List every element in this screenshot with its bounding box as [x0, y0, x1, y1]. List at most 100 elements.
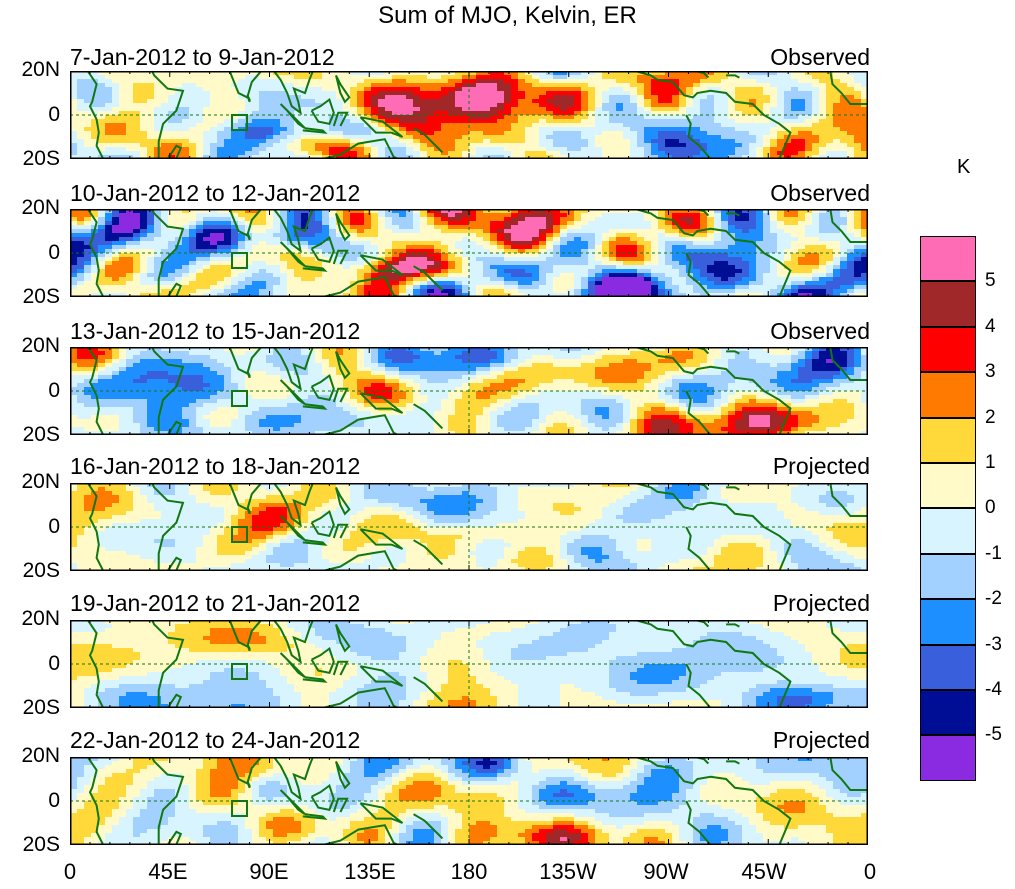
coastline	[279, 103, 306, 130]
coastline	[194, 757, 263, 785]
coastline	[359, 665, 404, 687]
coastline	[335, 486, 351, 516]
coastline	[359, 116, 404, 138]
colorbar-tick-label: 2	[985, 406, 996, 428]
coastline	[246, 94, 251, 103]
coastline	[635, 209, 792, 297]
latitude-tick-label: 20S	[22, 285, 60, 308]
latitude-tick-label: 0	[48, 103, 60, 126]
coastline	[273, 347, 314, 392]
longitude-tick-label: 90E	[249, 859, 289, 884]
coastline	[273, 483, 314, 528]
latitude-tick-label: 20S	[22, 559, 60, 582]
colorbar-swatch	[920, 372, 976, 418]
panel-date-range: 13-Jan-2012 to 15-Jan-2012	[70, 318, 361, 344]
anomaly-map	[70, 483, 868, 571]
latitude-tick-label: 20S	[22, 833, 60, 856]
coastline	[86, 483, 105, 571]
coastline	[86, 347, 105, 435]
coastline	[726, 350, 740, 355]
colorbar-swatch	[920, 644, 976, 690]
coastline	[635, 71, 792, 159]
coastline	[246, 643, 251, 652]
panel-date-range: 19-Jan-2012 to 21-Jan-2012	[70, 590, 361, 616]
coastline	[302, 676, 328, 683]
latitude-tick-label: 20S	[22, 423, 60, 446]
coastline	[685, 800, 712, 845]
latitude-tick-label: 20N	[21, 607, 60, 630]
anomaly-map	[70, 347, 868, 435]
index-region-box	[231, 663, 248, 680]
coastline	[310, 235, 335, 263]
coastline	[726, 486, 740, 491]
coastline	[302, 539, 328, 546]
anomaly-field	[70, 71, 868, 159]
panel-status: Observed	[770, 318, 870, 344]
coastline	[322, 414, 399, 435]
anomaly-map	[70, 209, 868, 297]
coastline	[322, 550, 399, 571]
colorbar-tick-label: 1	[985, 452, 996, 473]
colorbar-tick-label: -2	[985, 588, 1002, 610]
coastline	[273, 209, 314, 254]
coastline	[322, 824, 399, 845]
coastline	[310, 373, 335, 401]
coastline	[335, 760, 351, 790]
longitude-tick-label: 90W	[643, 859, 689, 884]
coastline	[150, 483, 185, 571]
coastline	[413, 265, 444, 292]
colorbar-swatch	[920, 553, 976, 600]
coastline	[279, 241, 306, 268]
coastline	[413, 539, 444, 566]
coastline	[359, 528, 404, 550]
coastline	[279, 652, 306, 679]
coastline	[322, 138, 399, 159]
map-panel	[70, 620, 868, 708]
coastline	[829, 71, 868, 105]
coastline	[332, 797, 349, 813]
anomaly-map	[70, 757, 868, 845]
coastline	[685, 526, 712, 571]
coastline	[829, 209, 868, 243]
coastline	[279, 789, 306, 816]
panel-date-range: 10-Jan-2012 to 12-Jan-2012	[70, 180, 361, 206]
index-region-box	[231, 800, 248, 817]
coastline	[829, 347, 868, 381]
panel-date-range: 16-Jan-2012 to 18-Jan-2012	[70, 453, 361, 479]
coastline	[166, 282, 183, 297]
chart-title: Sum of MJO, Kelvin, ER	[378, 2, 637, 29]
longitude-tick-label: 135E	[344, 859, 396, 884]
latitude-tick-label: 20N	[21, 58, 60, 81]
coastline	[332, 249, 349, 265]
coastline	[335, 212, 351, 242]
latitude-tick-label: 0	[48, 789, 60, 812]
coastline	[150, 347, 185, 435]
coastline	[335, 350, 351, 380]
longitude-tick-label: 45E	[148, 859, 188, 884]
coastline	[359, 254, 404, 276]
anomaly-map	[70, 620, 868, 708]
coastline	[726, 623, 740, 628]
coastline	[413, 676, 444, 703]
coastline	[150, 71, 185, 159]
colorbar-unit: K	[957, 156, 971, 178]
colorbar-swatch	[920, 463, 976, 509]
coastline	[246, 780, 251, 789]
latitude-tick-label: 20N	[21, 334, 60, 357]
longitude-tick-label: 45W	[741, 859, 787, 884]
panel-date-range: 7-Jan-2012 to 9-Jan-2012	[70, 44, 335, 70]
index-region-box	[231, 114, 248, 131]
index-region-box	[231, 390, 248, 407]
colorbar-tick-label: 5	[985, 270, 996, 292]
colorbar-tick-label: -3	[985, 633, 1002, 655]
coastline	[322, 276, 399, 297]
panel-status: Projected	[772, 590, 870, 616]
map-panel	[70, 347, 868, 435]
index-region-box	[231, 526, 248, 543]
longitude-tick-label: 180	[450, 859, 488, 884]
coastline	[310, 783, 335, 811]
panel-date-range: 22-Jan-2012 to 24-Jan-2012	[70, 727, 361, 753]
coastline	[322, 687, 399, 708]
coastline	[166, 144, 183, 159]
coastline	[829, 620, 868, 654]
